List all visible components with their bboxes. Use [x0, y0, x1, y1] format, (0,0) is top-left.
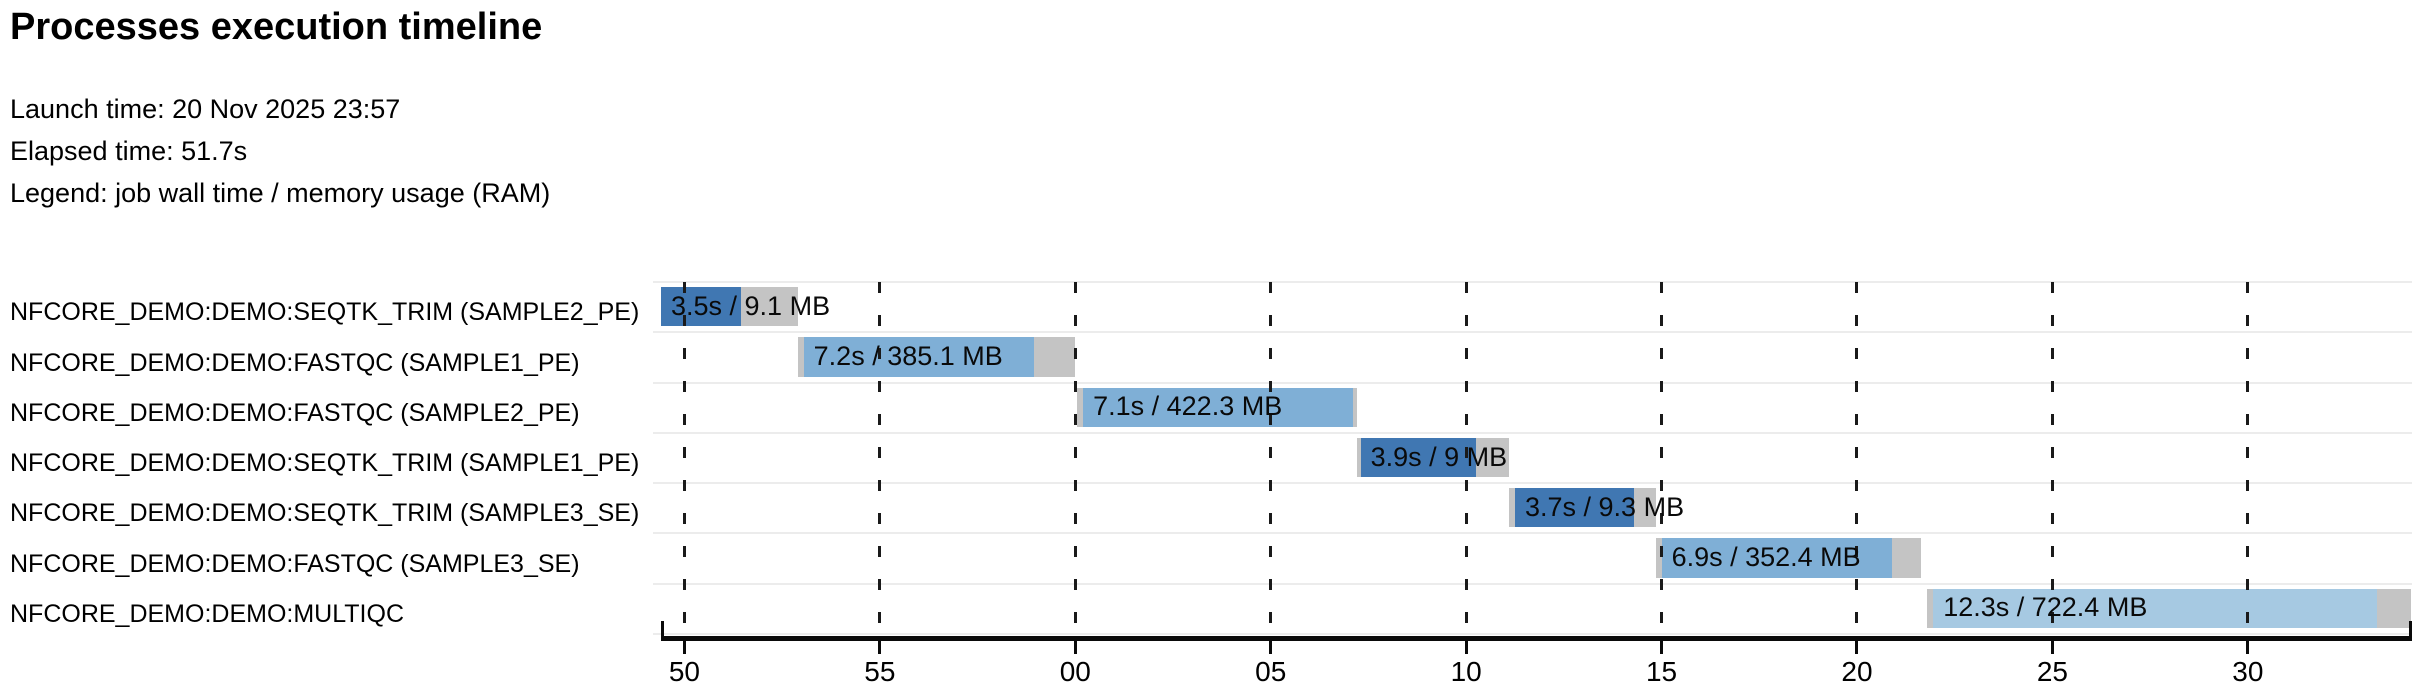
- axis-tick: [1855, 641, 1859, 654]
- launch-time-text: Launch time: 20 Nov 2025 23:57: [10, 94, 401, 124]
- grid-line: [878, 282, 882, 636]
- axis-tick-label: 55: [864, 656, 896, 687]
- process-label: NFCORE_DEMO:DEMO:FASTQC (SAMPLE2_PE): [10, 398, 580, 427]
- axis-tick: [1464, 641, 1468, 654]
- task-bar: [797, 337, 1076, 377]
- task-run-segment: [1661, 538, 1893, 578]
- grid-line: [1073, 282, 1077, 636]
- axis-tick: [878, 641, 882, 654]
- axis-tick: [2050, 641, 2054, 654]
- report-meta: Launch time: 20 Nov 2025 23:57 Elapsed t…: [10, 88, 550, 214]
- axis-tick: [1660, 641, 1664, 654]
- task-run-segment: [1083, 387, 1353, 427]
- grid-line: [1855, 282, 1859, 636]
- task-bar-label: 12.3s / 722.4 MB: [1943, 592, 2148, 623]
- axis-tick-label: 10: [1450, 656, 1482, 687]
- task-bar: [1655, 538, 1922, 578]
- row-separator: [653, 381, 2412, 384]
- task-bar-label: 3.9s / 9 MB: [1370, 441, 1508, 472]
- process-label: NFCORE_DEMO:DEMO:FASTQC (SAMPLE1_PE): [10, 348, 580, 377]
- row-separator: [653, 482, 2412, 485]
- task-bar-label: 7.2s / 385.1 MB: [813, 340, 1003, 371]
- legend-text: Legend: job wall time / memory usage (RA…: [10, 178, 551, 208]
- axis-tick-label: 20: [1841, 656, 1873, 687]
- axis-tick-label: 30: [2232, 656, 2264, 687]
- task-bar: [1509, 488, 1656, 528]
- axis-tick: [1269, 641, 1273, 654]
- row-separator: [653, 331, 2412, 334]
- grid-line: [1660, 282, 1664, 636]
- grid-line: [1269, 282, 1273, 636]
- task-bar-label: 6.9s / 352.4 MB: [1671, 542, 1861, 573]
- axis-line: [661, 636, 2412, 641]
- grid-line: [2246, 282, 2250, 636]
- process-label: NFCORE_DEMO:DEMO:SEQTK_TRIM (SAMPLE2_PE): [10, 298, 640, 327]
- page-title: Processes execution timeline: [10, 6, 543, 48]
- process-label: NFCORE_DEMO:DEMO:MULTIQC: [10, 600, 404, 628]
- task-bar: [1077, 387, 1357, 427]
- grid-line: [682, 282, 686, 636]
- task-bar-label: 3.7s / 9.3 MB: [1525, 491, 1685, 522]
- task-run-segment: [661, 287, 742, 327]
- task-run-segment: [1933, 588, 2377, 628]
- axis-tick-label: 15: [1645, 656, 1678, 687]
- axis-tick-label: 25: [2036, 656, 2068, 687]
- row-separator: [653, 582, 2412, 585]
- row-separator: [653, 281, 2412, 283]
- task-run-segment: [1360, 437, 1476, 478]
- axis-tick-label: 50: [668, 656, 701, 687]
- grid-line: [1464, 282, 1468, 636]
- task-bar: [1927, 588, 2412, 628]
- axis-tick-label: 05: [1255, 656, 1287, 687]
- axis-tick: [2246, 641, 2250, 654]
- task-bar: [1356, 437, 1510, 478]
- axis-tick: [682, 641, 686, 654]
- grid-line: [2050, 282, 2054, 636]
- axis-tick-label: 00: [1059, 656, 1091, 687]
- process-label: NFCORE_DEMO:DEMO:FASTQC (SAMPLE3_SE): [10, 549, 580, 578]
- axis-end-cap: [2409, 621, 2412, 636]
- task-run-segment: [1515, 488, 1635, 528]
- row-separator: [653, 633, 2412, 635]
- row-separator: [653, 431, 2412, 434]
- process-label: NFCORE_DEMO:DEMO:SEQTK_TRIM (SAMPLE3_SE): [10, 499, 640, 528]
- task-bar-label: 3.5s / 9.1 MB: [671, 290, 831, 321]
- axis-end-cap: [661, 621, 664, 636]
- task-run-segment: [803, 337, 1035, 377]
- elapsed-time-text: Elapsed time: 51.7s: [10, 136, 248, 166]
- row-separator: [653, 532, 2412, 535]
- process-label: NFCORE_DEMO:DEMO:SEQTK_TRIM (SAMPLE1_PE): [10, 449, 640, 478]
- axis-tick: [1073, 641, 1077, 654]
- task-bar-label: 7.1s / 422.3 MB: [1093, 391, 1283, 422]
